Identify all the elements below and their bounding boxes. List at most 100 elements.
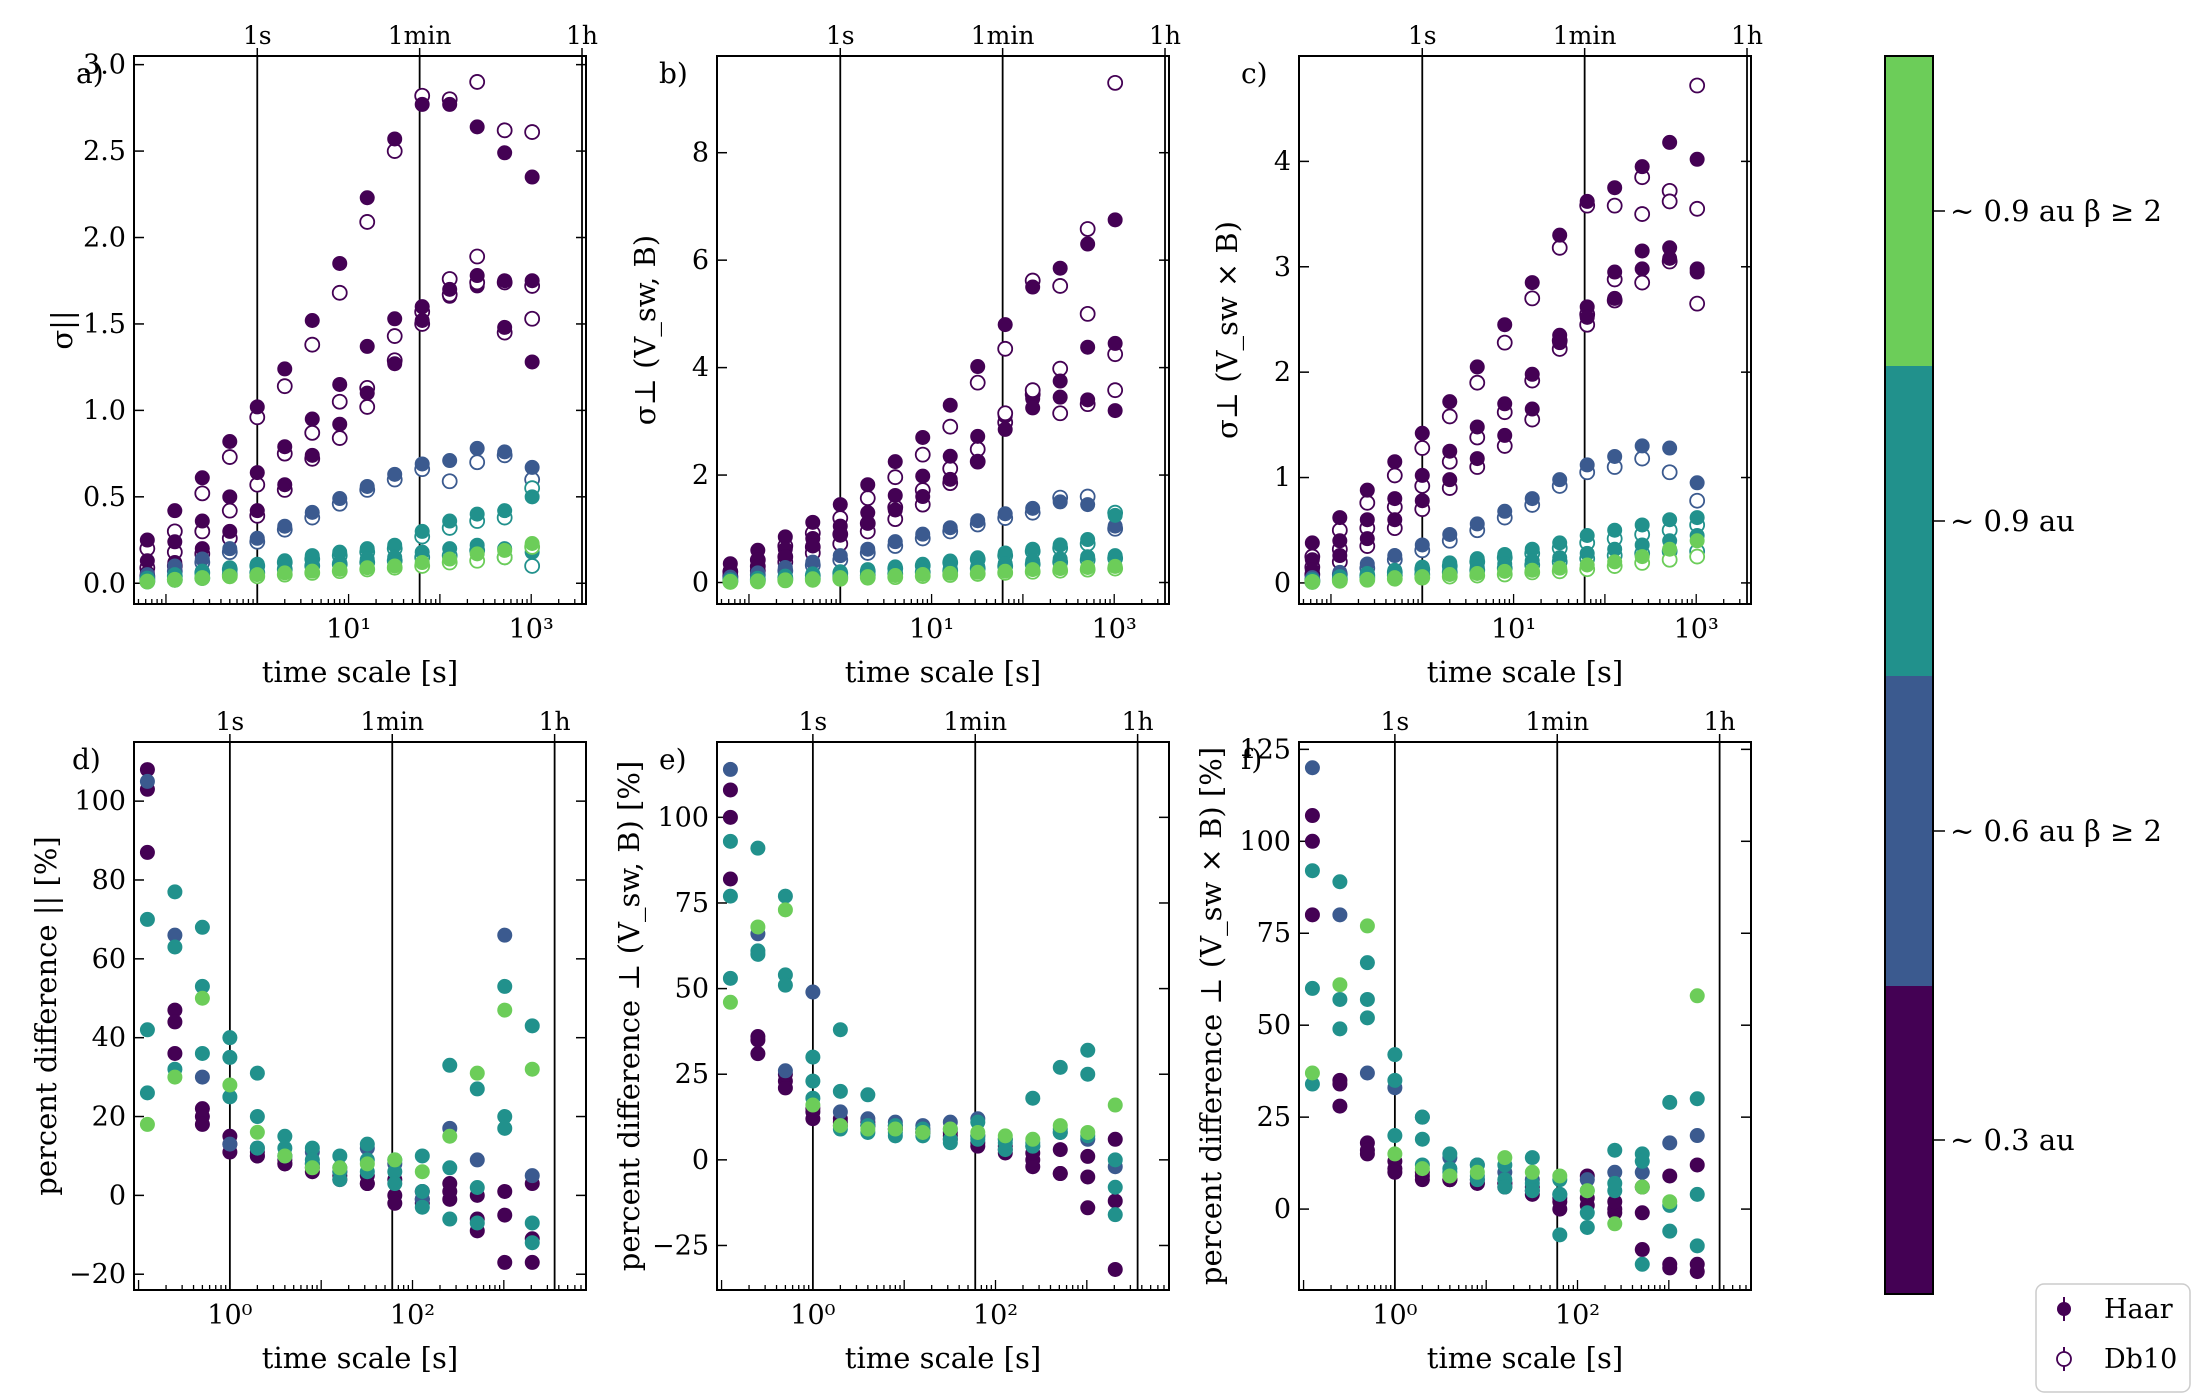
point-haar <box>1634 517 1650 533</box>
point-haar <box>277 1148 293 1164</box>
point-haar <box>387 1176 403 1192</box>
y-tick-label: 1.0 <box>83 395 126 426</box>
point-haar <box>1304 863 1320 879</box>
point-db10 <box>496 122 513 139</box>
point-haar <box>387 558 403 574</box>
legend-marker-hollow <box>2056 1351 2072 1367</box>
panel-label: a) <box>76 57 104 90</box>
point-db10 <box>1634 206 1651 222</box>
point-haar <box>805 1073 821 1089</box>
legend-marker-filled <box>2057 1302 2071 1316</box>
series-7 <box>1304 918 1705 1232</box>
point-haar <box>1552 560 1568 576</box>
point-haar <box>1524 1150 1540 1166</box>
point-haar <box>1052 1166 1068 1182</box>
point-haar <box>860 541 876 557</box>
point-haar <box>1607 554 1623 570</box>
point-haar <box>832 570 848 586</box>
point-haar <box>970 428 986 444</box>
point-haar <box>1579 299 1595 315</box>
point-haar <box>1387 548 1403 564</box>
point-haar <box>304 504 320 520</box>
point-haar <box>304 411 320 427</box>
point-haar <box>1524 275 1540 291</box>
colorbar-label-09: ~ 0.9 au <box>1950 504 2075 538</box>
point-haar <box>1689 1091 1705 1107</box>
point-haar <box>777 1063 793 1079</box>
point-haar <box>1497 317 1513 333</box>
point-haar <box>722 761 738 777</box>
y-tick-label: 25 <box>675 1059 709 1090</box>
time-marker-label: 1min <box>971 21 1035 50</box>
point-haar <box>1107 335 1123 351</box>
point-haar <box>1524 1164 1540 1180</box>
point-haar <box>1025 1131 1041 1147</box>
point-haar <box>1579 457 1595 473</box>
point-haar <box>942 448 958 464</box>
colorbar-segment-09b <box>1885 56 1933 366</box>
point-haar <box>1332 1076 1348 1092</box>
point-haar <box>1634 261 1650 277</box>
series-3 <box>722 488 1124 587</box>
axes-frame <box>1298 55 1752 605</box>
colorbar-label-06b: ~ 0.6 au β ≥ 2 <box>1950 814 2162 848</box>
point-haar <box>1332 907 1348 923</box>
point-haar <box>442 1211 458 1227</box>
panel-label: f) <box>1241 743 1262 776</box>
point-haar <box>832 497 848 513</box>
point-haar <box>497 444 513 460</box>
point-haar <box>1552 335 1568 351</box>
point-haar <box>1332 991 1348 1007</box>
point-haar <box>1524 401 1540 417</box>
series-4 <box>139 884 540 1168</box>
point-haar <box>1387 1164 1403 1180</box>
point-db10 <box>386 328 403 344</box>
point-haar <box>1080 497 1096 513</box>
point-haar <box>332 255 348 271</box>
point-haar <box>414 1199 430 1215</box>
point-haar <box>1469 451 1485 467</box>
point-haar <box>524 1168 540 1184</box>
point-haar <box>1552 472 1568 488</box>
point-db10 <box>469 248 486 265</box>
point-haar <box>1662 250 1678 266</box>
point-haar <box>277 518 293 534</box>
point-haar <box>524 354 540 370</box>
point-haar <box>332 376 348 392</box>
point-haar <box>722 782 738 798</box>
point-haar <box>1052 389 1068 405</box>
axes-frame <box>133 55 587 605</box>
panel-b: 1s 1min 1h 0 2 4 6 8 10¹ 10³ time scale [s] σ⊥ (V_s… <box>628 21 1181 689</box>
point-db10 <box>1441 408 1458 425</box>
point-haar <box>805 514 821 530</box>
legend: Haar Db10 <box>2035 1283 2191 1393</box>
colorbar: ~ 0.9 au β ≥ 2 ~ 0.9 au ~ 0.6 au β ≥ 2 ~… <box>1884 55 2162 1295</box>
point-haar <box>1634 1256 1650 1272</box>
point-haar <box>1607 1175 1623 1191</box>
point-haar <box>1634 1164 1650 1180</box>
point-haar <box>860 569 876 585</box>
point-haar <box>497 1254 513 1270</box>
y-tick-label: 4 <box>1274 146 1291 177</box>
point-haar <box>832 527 848 543</box>
y-tick-label: 100 <box>657 802 709 833</box>
panel-c: 1s 1min 1h 0 1 2 3 4 10¹ 10³ time scale [s] σ⊥ (V_s… <box>1210 21 1763 689</box>
point-haar <box>1469 419 1485 435</box>
point-haar <box>1497 503 1513 519</box>
time-marker-label: 1h <box>1704 707 1736 736</box>
point-db10 <box>1469 374 1486 391</box>
y-axis-label: σ⊥ (V_sw × B) <box>1210 221 1245 439</box>
time-marker-label: 1s <box>826 21 855 50</box>
y-tick-label: 4 <box>692 353 709 384</box>
point-haar <box>414 299 430 315</box>
y-axis-label: percent difference ⊥ (V_sw, B) [%] <box>612 761 647 1271</box>
point-haar <box>887 568 903 584</box>
point-haar <box>1332 548 1348 564</box>
point-haar <box>469 506 485 522</box>
point-haar <box>1497 563 1513 579</box>
point-haar <box>1080 1148 1096 1164</box>
point-haar <box>1107 1131 1123 1147</box>
point-db10 <box>1551 239 1568 256</box>
point-haar <box>1304 833 1320 849</box>
